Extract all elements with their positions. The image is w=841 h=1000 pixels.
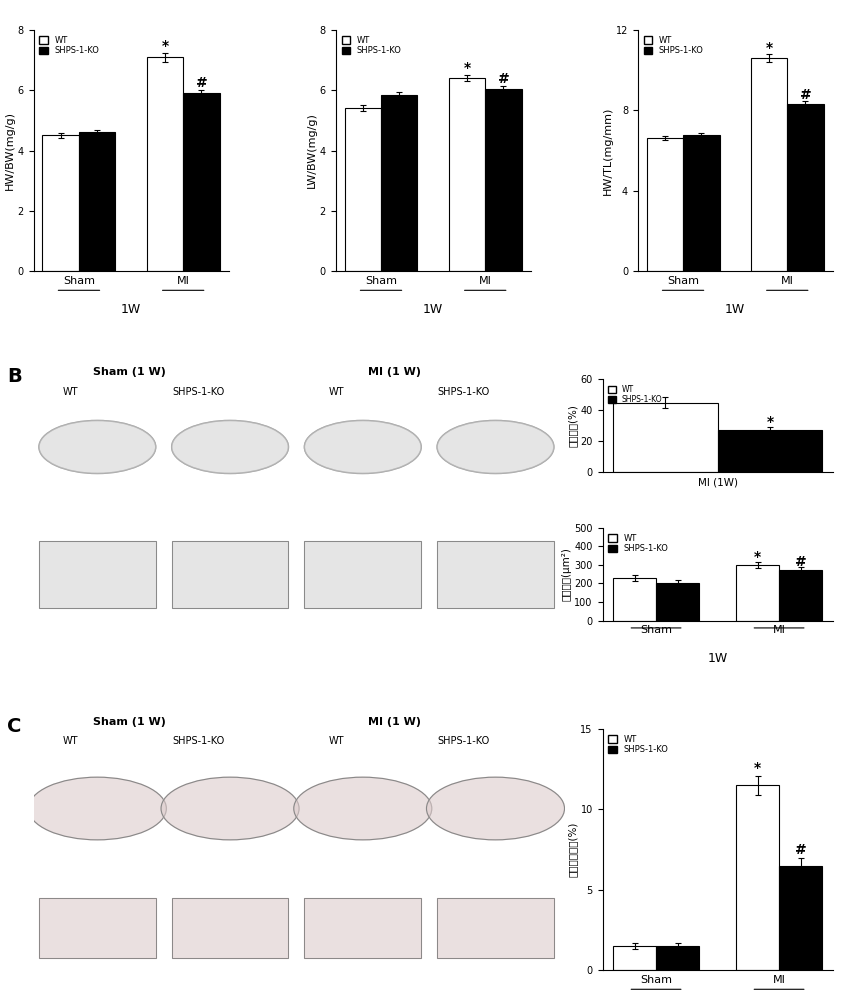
Bar bbox=[183, 93, 220, 271]
Text: MI (1 W): MI (1 W) bbox=[368, 367, 421, 377]
Bar bbox=[449, 78, 485, 271]
Bar bbox=[613, 403, 717, 472]
Legend: WT, SHPS-1-KO: WT, SHPS-1-KO bbox=[606, 532, 670, 555]
Bar bbox=[172, 541, 288, 608]
Bar bbox=[683, 135, 720, 271]
Legend: WT, SHPS-1-KO: WT, SHPS-1-KO bbox=[642, 34, 705, 57]
X-axis label: 1W: 1W bbox=[121, 303, 141, 316]
Text: Sham (1 W): Sham (1 W) bbox=[93, 717, 166, 727]
Text: WT: WT bbox=[329, 736, 344, 746]
Legend: WT, SHPS-1-KO: WT, SHPS-1-KO bbox=[606, 383, 664, 406]
Bar bbox=[437, 541, 554, 608]
Text: #: # bbox=[800, 88, 812, 102]
Bar bbox=[172, 898, 288, 958]
Bar bbox=[736, 565, 779, 621]
Text: SHPS-1-KO: SHPS-1-KO bbox=[172, 736, 225, 746]
Bar bbox=[304, 541, 421, 608]
Circle shape bbox=[161, 777, 299, 840]
Bar bbox=[172, 541, 288, 608]
Text: *: * bbox=[754, 761, 761, 775]
Legend: WT, SHPS-1-KO: WT, SHPS-1-KO bbox=[340, 34, 403, 57]
Text: *: * bbox=[463, 61, 471, 75]
Legend: WT, SHPS-1-KO: WT, SHPS-1-KO bbox=[606, 733, 670, 756]
Bar bbox=[779, 570, 822, 621]
Text: *: * bbox=[765, 41, 773, 55]
Bar bbox=[736, 785, 779, 970]
Text: #: # bbox=[196, 76, 207, 90]
Y-axis label: 梗死比例(%): 梗死比例(%) bbox=[568, 404, 578, 447]
Bar bbox=[39, 898, 156, 958]
Y-axis label: HW/TL(mg/mm): HW/TL(mg/mm) bbox=[603, 106, 613, 195]
Bar bbox=[656, 946, 699, 970]
Text: WT: WT bbox=[329, 387, 344, 397]
Bar bbox=[717, 430, 822, 472]
Bar bbox=[437, 898, 554, 958]
Bar bbox=[647, 138, 683, 271]
Circle shape bbox=[29, 777, 167, 840]
Text: WT: WT bbox=[63, 387, 78, 397]
Circle shape bbox=[172, 420, 288, 473]
Bar bbox=[613, 578, 656, 621]
Text: MI (1 W): MI (1 W) bbox=[368, 717, 421, 727]
Y-axis label: LW/BW(mg/g): LW/BW(mg/g) bbox=[307, 113, 317, 188]
Bar bbox=[656, 583, 699, 621]
Bar bbox=[39, 541, 156, 608]
X-axis label: 1W: 1W bbox=[707, 652, 727, 665]
Y-axis label: 横截面积(μm²): 横截面积(μm²) bbox=[562, 547, 572, 601]
Text: #: # bbox=[795, 843, 807, 857]
Circle shape bbox=[437, 420, 554, 473]
Legend: WT, SHPS-1-KO: WT, SHPS-1-KO bbox=[38, 34, 101, 57]
Circle shape bbox=[294, 777, 431, 840]
Text: Sham (1 W): Sham (1 W) bbox=[93, 367, 166, 377]
Text: WT: WT bbox=[63, 736, 78, 746]
Bar bbox=[304, 898, 421, 958]
Text: C: C bbox=[7, 717, 22, 736]
Bar bbox=[146, 57, 183, 271]
Y-axis label: 左室胶原面积(%): 左室胶原面积(%) bbox=[568, 822, 578, 877]
Bar bbox=[613, 946, 656, 970]
Bar bbox=[437, 898, 554, 958]
Bar bbox=[304, 898, 421, 958]
Bar bbox=[39, 541, 156, 608]
Text: *: * bbox=[754, 550, 761, 564]
Text: SHPS-1-KO: SHPS-1-KO bbox=[437, 387, 489, 397]
Bar bbox=[779, 866, 822, 970]
Bar bbox=[172, 898, 288, 958]
Bar bbox=[485, 89, 521, 271]
Bar bbox=[381, 95, 417, 271]
Y-axis label: HW/BW(mg/g): HW/BW(mg/g) bbox=[5, 111, 15, 190]
Bar bbox=[751, 58, 787, 271]
Bar bbox=[79, 132, 115, 271]
Text: *: * bbox=[161, 39, 168, 53]
Text: B: B bbox=[7, 367, 22, 386]
Circle shape bbox=[304, 420, 421, 473]
Bar bbox=[43, 135, 79, 271]
Bar bbox=[437, 541, 554, 608]
X-axis label: 1W: 1W bbox=[423, 303, 443, 316]
Bar bbox=[304, 541, 421, 608]
Circle shape bbox=[39, 420, 156, 473]
Bar bbox=[345, 108, 381, 271]
Circle shape bbox=[426, 777, 564, 840]
Text: SHPS-1-KO: SHPS-1-KO bbox=[172, 387, 225, 397]
Text: SHPS-1-KO: SHPS-1-KO bbox=[437, 736, 489, 746]
Text: #: # bbox=[498, 72, 510, 86]
Text: #: # bbox=[795, 555, 807, 569]
X-axis label: 1W: 1W bbox=[725, 303, 745, 316]
Text: *: * bbox=[766, 415, 774, 429]
Bar bbox=[787, 104, 823, 271]
Bar bbox=[39, 898, 156, 958]
